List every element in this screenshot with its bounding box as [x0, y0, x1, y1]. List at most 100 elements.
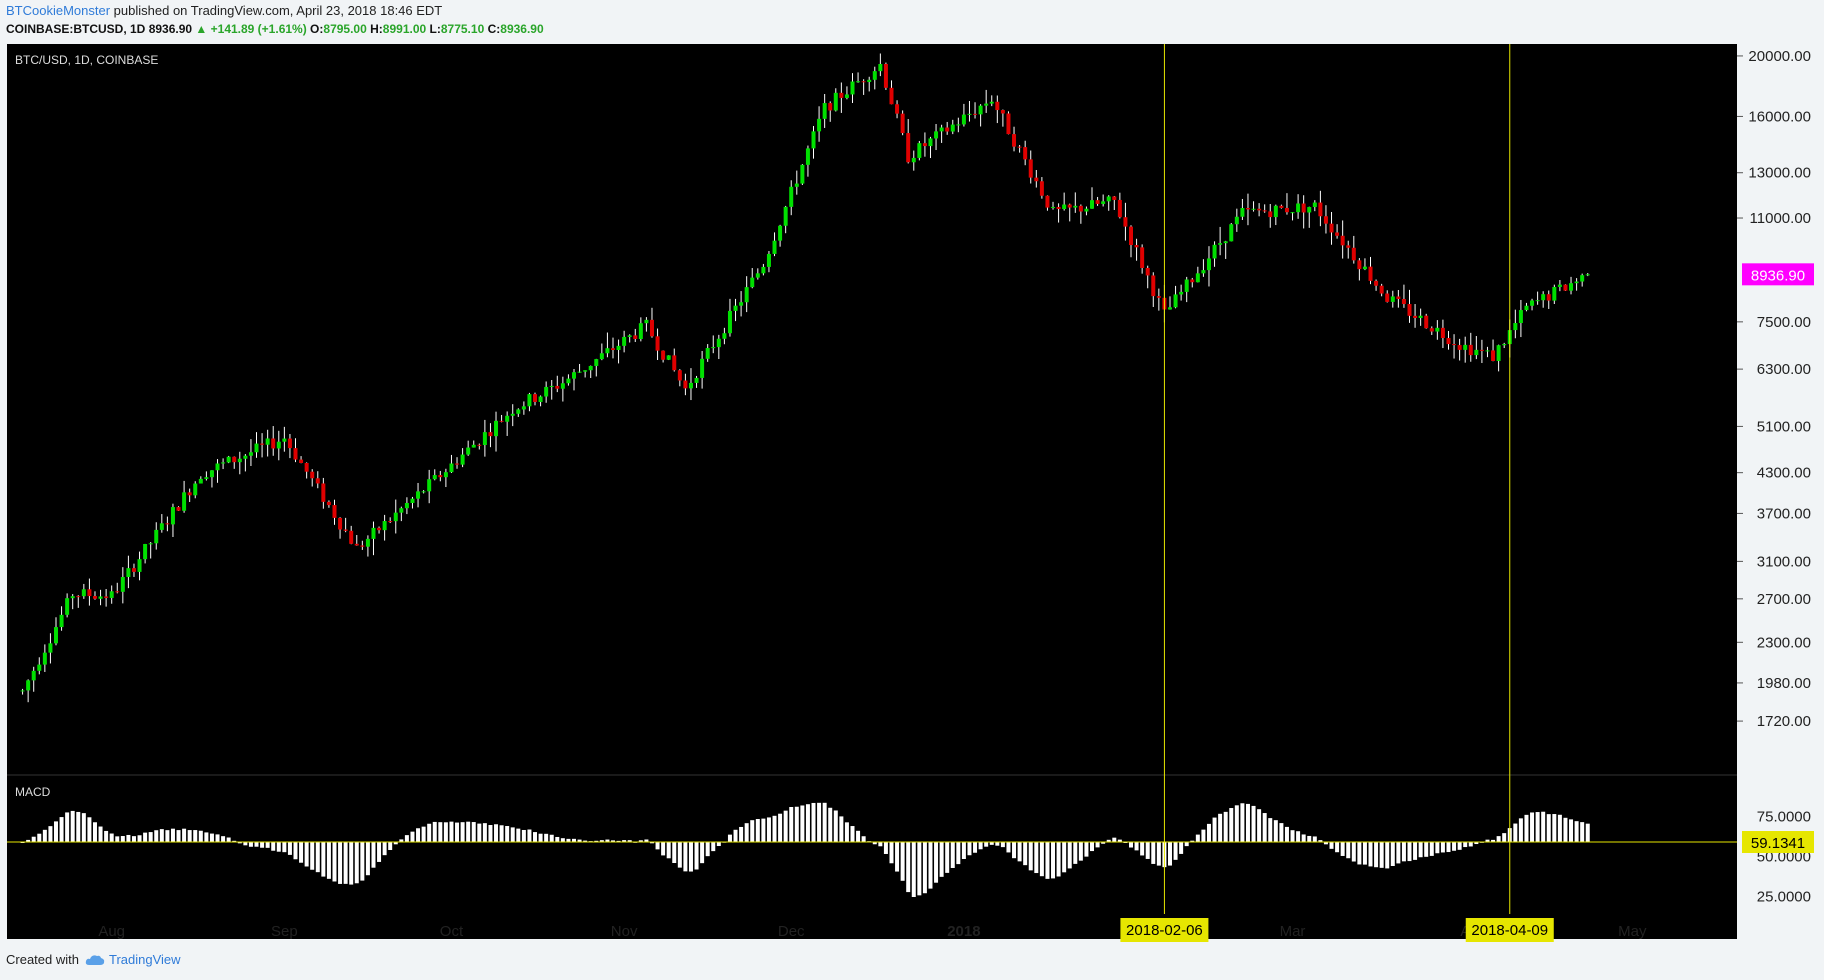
candle-body — [928, 138, 933, 147]
candle-body — [1190, 279, 1195, 283]
macd-bar — [805, 804, 810, 842]
candle-body — [1212, 244, 1217, 259]
candle-body — [1251, 208, 1256, 210]
candle-body — [599, 353, 604, 360]
price-tick-label: 20000.00 — [1748, 48, 1811, 65]
candle-body — [1240, 208, 1245, 217]
candle-body — [1145, 267, 1150, 276]
candle-body — [1296, 203, 1301, 213]
candle-body — [1301, 203, 1306, 213]
candle-body — [1557, 284, 1562, 287]
candle-body — [766, 253, 771, 267]
macd-bar — [193, 830, 198, 842]
low-value: 8775.10 — [440, 22, 485, 36]
candle-body — [137, 559, 142, 572]
macd-bar — [349, 842, 354, 885]
macd-bar — [59, 817, 64, 842]
candle-body — [895, 104, 900, 114]
candle-body — [505, 415, 510, 422]
candle-body — [182, 492, 187, 511]
candle-body — [622, 336, 627, 346]
candle-body — [237, 458, 242, 463]
candle-body — [594, 359, 599, 366]
macd-bar — [1251, 805, 1256, 842]
macd-bar — [1513, 823, 1518, 842]
time-axis[interactable]: Aug Sep Oct Nov Dec 2018 Mar A May — [98, 923, 1647, 940]
candle-body — [1084, 208, 1089, 212]
macd-bar — [154, 830, 159, 842]
candle-body — [1140, 247, 1145, 268]
macd-bar — [1257, 809, 1262, 842]
date-marker-label: 2018-04-09 — [1471, 922, 1548, 939]
macd-bar — [1580, 822, 1585, 842]
candle-body — [889, 87, 894, 105]
macd-bar — [739, 826, 744, 842]
candle-body — [354, 543, 359, 546]
macd-bar — [1390, 842, 1395, 866]
price-axis[interactable]: 20000.00 16000.00 13000.00 11000.00 7500.00 6… — [7, 48, 1814, 906]
macd-bar — [1329, 842, 1334, 849]
candle-body — [1346, 245, 1351, 248]
macd-bar — [883, 842, 888, 854]
macd-bar — [817, 802, 822, 842]
candle-body — [488, 432, 493, 437]
macd-bar — [432, 821, 437, 842]
macd-bar — [928, 842, 933, 889]
macd-bar — [744, 823, 749, 842]
price-tick-label: 1720.00 — [1757, 713, 1811, 730]
macd-bar — [1201, 829, 1206, 842]
candle-body — [1095, 200, 1100, 204]
macd-bar — [583, 840, 588, 842]
macd-bar — [549, 834, 554, 842]
candle-body — [271, 438, 276, 449]
price-tick-label: 7500.00 — [1757, 314, 1811, 331]
price-change: ▲ +141.89 (+1.61%) — [195, 22, 307, 36]
candle-body — [1474, 349, 1479, 356]
macd-bar — [527, 829, 532, 842]
candle-body — [321, 483, 326, 502]
candle-body — [822, 103, 827, 119]
candle-body — [683, 380, 688, 389]
macd-bar — [276, 842, 281, 852]
candle-body — [1541, 294, 1546, 301]
macd-bar — [978, 842, 983, 850]
candle-body — [1151, 275, 1156, 297]
author-link[interactable]: BTCookieMonster — [6, 3, 111, 18]
open-label: O: — [310, 22, 324, 36]
date-marker-tag — [1465, 918, 1554, 942]
tradingview-link[interactable]: TradingView — [85, 952, 181, 967]
macd-bar — [1307, 835, 1312, 842]
macd-bar — [566, 838, 571, 842]
last-price: 8936.90 — [148, 22, 193, 36]
candle-body — [276, 441, 281, 449]
candle-body — [733, 305, 738, 311]
candle-body — [399, 508, 404, 513]
candle-body — [1574, 281, 1579, 284]
candle-body — [583, 370, 588, 372]
macd-bar — [304, 842, 309, 867]
candle-body — [950, 124, 955, 132]
candle-body — [872, 71, 877, 80]
macd-bar — [1195, 834, 1200, 842]
macd-bar — [499, 825, 504, 842]
macd-bar — [120, 836, 125, 842]
candle-body — [1385, 293, 1390, 302]
macd-bar — [488, 825, 493, 842]
candle-body — [226, 456, 231, 463]
macd-bar — [1574, 821, 1579, 842]
macd-bar — [170, 828, 175, 842]
macd-bar — [655, 842, 660, 850]
macd-bar — [1268, 818, 1273, 842]
macd-bar — [638, 840, 643, 842]
macd-bar — [599, 840, 604, 842]
candle-body — [1446, 338, 1451, 345]
macd-bar — [1290, 830, 1295, 842]
candle-body — [1229, 224, 1234, 242]
macd-bar — [644, 839, 649, 842]
macd-bar — [1301, 834, 1306, 842]
macd-bar — [482, 823, 487, 842]
price-chart[interactable]: BTC/USD, 1D, COINBASE MACD 20000.00 16000… — [7, 44, 1819, 944]
macd-bar — [783, 810, 788, 842]
macd-bar — [421, 826, 426, 842]
macd-bar — [538, 833, 543, 842]
